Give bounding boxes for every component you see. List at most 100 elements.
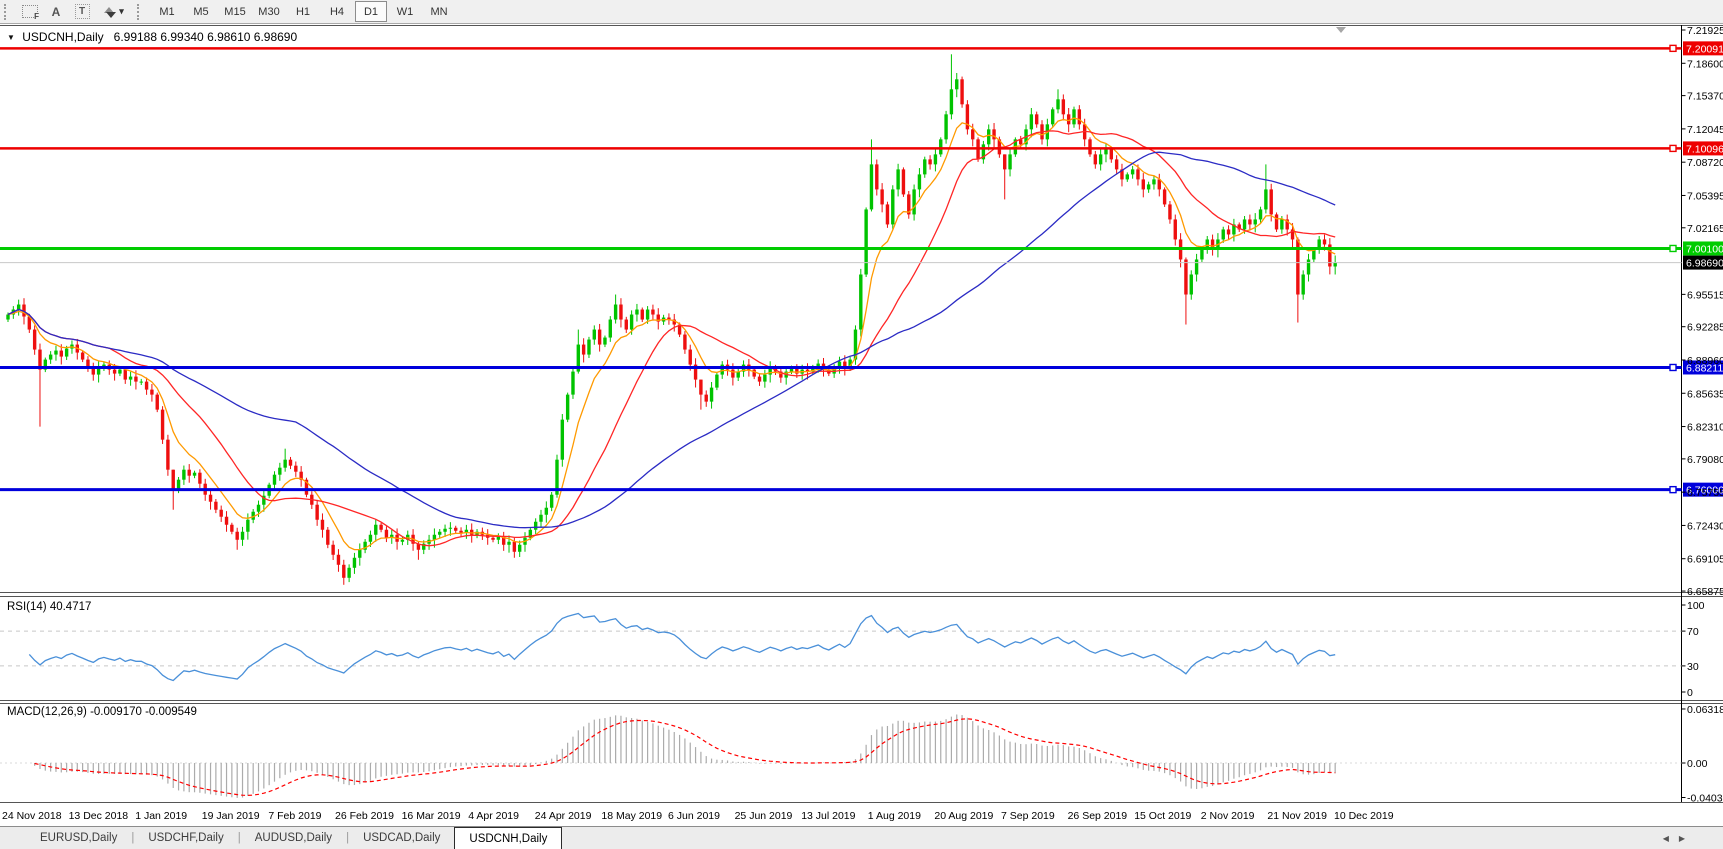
timeframe-h4-button[interactable]: H4 [321,1,353,22]
timeframe-m5-button[interactable]: M5 [185,1,217,22]
svg-text:16 Mar 2019: 16 Mar 2019 [402,810,461,822]
svg-text:6 Jun 2019: 6 Jun 2019 [668,810,720,822]
svg-text:6.72430: 6.72430 [1687,520,1723,532]
svg-text:6.79080: 6.79080 [1687,454,1723,466]
svg-text:7 Feb 2019: 7 Feb 2019 [268,810,321,822]
hline-handle[interactable] [1670,245,1676,251]
tab-usdcnh[interactable]: USDCNH,Daily [454,827,562,849]
horizontal-levels: 7.200917.100967.001006.882116.760066.986… [0,41,1723,496]
svg-text:70: 70 [1687,626,1699,638]
svg-text:6.98690: 6.98690 [1686,258,1723,270]
svg-text:0: 0 [1687,687,1693,699]
chart-title[interactable]: ▼ USDCNH,Daily 6.99188 6.99340 6.98610 6… [7,30,297,44]
tab-usdcad[interactable]: USDCAD,Daily [349,827,454,849]
time-axis: 24 Nov 2018 13 Dec 2018 1 Jan 2019 19 Jan 2… [2,810,1394,822]
timeframe-h1-button[interactable]: H1 [287,1,319,22]
svg-text:26 Feb 2019: 26 Feb 2019 [335,810,394,822]
svg-text:13 Dec 2018: 13 Dec 2018 [69,810,129,822]
svg-text:4 Apr 2019: 4 Apr 2019 [468,810,519,822]
tab-scroll-left-icon[interactable]: ◀ [1663,834,1669,843]
fibonacci-icon [22,5,38,18]
svg-text:2 Nov 2019: 2 Nov 2019 [1201,810,1255,822]
svg-text:7.20091: 7.20091 [1686,43,1723,55]
svg-text:7 Sep 2019: 7 Sep 2019 [1001,810,1055,822]
toolbar-drag-handle[interactable] [137,4,144,20]
price-badge: 7.20091 [1683,41,1723,55]
svg-text:10 Dec 2019: 10 Dec 2019 [1334,810,1394,822]
macd-histogram [35,714,1336,797]
timeframe-w1-button[interactable]: W1 [389,1,421,22]
tab-scroll-right-icon[interactable]: ▶ [1679,834,1685,843]
tab-usdchf[interactable]: USDCHF,Daily [134,827,237,849]
svg-text:6.85635: 6.85635 [1687,388,1723,400]
svg-text:7.12045: 7.12045 [1687,124,1723,136]
text-tool-button[interactable]: A [43,2,69,21]
svg-text:6.82310: 6.82310 [1687,422,1723,434]
hline-handle[interactable] [1670,145,1676,151]
rsi-line [29,614,1335,681]
svg-text:1 Jan 2019: 1 Jan 2019 [135,810,187,822]
svg-text:19 Jan 2019: 19 Jan 2019 [202,810,260,822]
chevron-down-icon[interactable]: ▾ [119,6,124,17]
symbol-dropdown-icon[interactable]: ▼ [7,33,15,42]
tab-audusd[interactable]: AUDUSD,Daily [241,827,346,849]
svg-text:0.00: 0.00 [1687,758,1708,770]
svg-text:0.063184: 0.063184 [1687,704,1723,716]
text-label-icon: T [75,4,90,19]
svg-text:7.08720: 7.08720 [1687,157,1723,169]
svg-text:24 Apr 2019: 24 Apr 2019 [535,810,592,822]
price-chart-canvas[interactable]: 7.200917.100967.001006.882116.760066.986… [0,24,1723,826]
svg-text:7.21925: 7.21925 [1687,25,1723,37]
hline-handle[interactable] [1670,487,1676,493]
fibonacci-tool-button[interactable] [17,2,43,21]
symbol-period-label: USDCNH,Daily [22,30,103,44]
timeframe-d1-button[interactable]: D1 [355,1,387,22]
toolbar-drag-handle[interactable] [4,4,11,20]
svg-text:-0.040355: -0.040355 [1687,793,1723,805]
svg-text:6.95515: 6.95515 [1687,289,1723,301]
svg-text:18 May 2019: 18 May 2019 [601,810,662,822]
hline-handle[interactable] [1670,364,1676,370]
chart-shift-marker-icon[interactable] [1336,27,1346,33]
svg-text:100: 100 [1687,600,1705,612]
rsi-panel: 100 70 30 0 [0,600,1705,699]
svg-text:25 Jun 2019: 25 Jun 2019 [735,810,793,822]
chart-tab-bar: EURUSD,Daily|USDCHF,Daily|AUDUSD,Daily|U… [0,826,1723,849]
tabs-box: EURUSD,Daily|USDCHF,Daily|AUDUSD,Daily|U… [26,827,562,849]
svg-text:1 Aug 2019: 1 Aug 2019 [868,810,921,822]
svg-text:6.65875: 6.65875 [1687,586,1723,598]
svg-text:7.10096: 7.10096 [1686,143,1723,155]
timeframe-m15-button[interactable]: M15 [219,1,251,22]
rsi-indicator-label: RSI(14) 40.4717 [7,601,91,613]
svg-text:26 Sep 2019: 26 Sep 2019 [1068,810,1128,822]
ohlc-values: 6.99188 6.99340 6.98610 6.98690 [114,30,298,44]
price-axis: 7.219257.186007.153707.120457.087207.053… [1682,25,1723,598]
ma-ema8-line [8,118,1335,549]
price-badge: 7.00100 [1683,241,1723,255]
ma-sma55-line [8,152,1335,528]
svg-text:6.75755: 6.75755 [1687,487,1723,499]
hline-handle[interactable] [1670,45,1676,51]
text-a-icon: A [52,5,61,19]
svg-text:7.02165: 7.02165 [1687,223,1723,235]
svg-text:6.88960: 6.88960 [1687,355,1723,367]
svg-text:24 Nov 2018: 24 Nov 2018 [2,810,62,822]
price-badge: 7.10096 [1683,141,1723,155]
svg-text:13 Jul 2019: 13 Jul 2019 [801,810,855,822]
timeframe-m1-button[interactable]: M1 [151,1,183,22]
macd-indicator-label: MACD(12,26,9) -0.009170 -0.009549 [7,706,197,718]
arrows-icon [104,6,116,18]
svg-text:30: 30 [1687,661,1699,673]
svg-text:21 Nov 2019: 21 Nov 2019 [1267,810,1327,822]
tab-eurusd[interactable]: EURUSD,Daily [26,827,131,849]
arrows-tool-button[interactable]: ▾ [95,2,133,21]
timeframe-m30-button[interactable]: M30 [253,1,285,22]
svg-text:6.92285: 6.92285 [1687,322,1723,334]
svg-text:7.15370: 7.15370 [1687,91,1723,103]
svg-text:15 Oct 2019: 15 Oct 2019 [1134,810,1191,822]
timeframe-mn-button[interactable]: MN [423,1,455,22]
label-tool-button[interactable]: T [69,2,95,21]
